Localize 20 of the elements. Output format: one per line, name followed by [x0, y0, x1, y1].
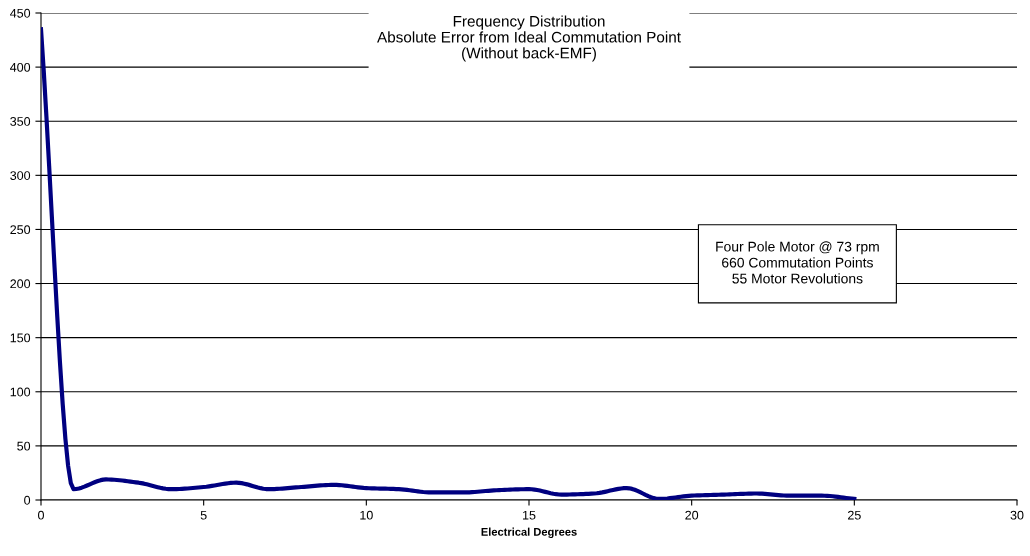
y-tick-label: 200	[10, 279, 31, 289]
x-tick-label: 25	[848, 510, 861, 520]
y-tick-label: 100	[10, 387, 31, 397]
x-tick-label: 20	[685, 510, 699, 520]
y-tick-label: 400	[10, 62, 31, 72]
y-tick-label: 450	[10, 8, 31, 18]
x-tick-label: 0	[38, 510, 44, 520]
x-tick-label: 5	[200, 510, 207, 520]
annotation: Four Pole Motor @ 73 rpm 660 Commutation Points 55 Motor Revolutions	[716, 241, 879, 284]
x-tick-label: 30	[1010, 510, 1024, 520]
y-tick-label: 150	[10, 333, 31, 343]
x-axis-title: Electrical Degrees	[481, 527, 577, 539]
text: Frequency Distribution Absolute Error from Ideal Commutation Point (Without back-EMF)	[377, 15, 681, 62]
x-tick-label: 10	[360, 510, 373, 520]
x-tick-label: 15	[523, 510, 536, 520]
y-tick-label: 300	[10, 171, 31, 180]
y-tick-label: 50	[17, 441, 31, 451]
y-tick-label: 350	[10, 117, 31, 126]
y-tick-label: 0	[24, 495, 31, 505]
y-tick-label: 250	[10, 225, 31, 235]
